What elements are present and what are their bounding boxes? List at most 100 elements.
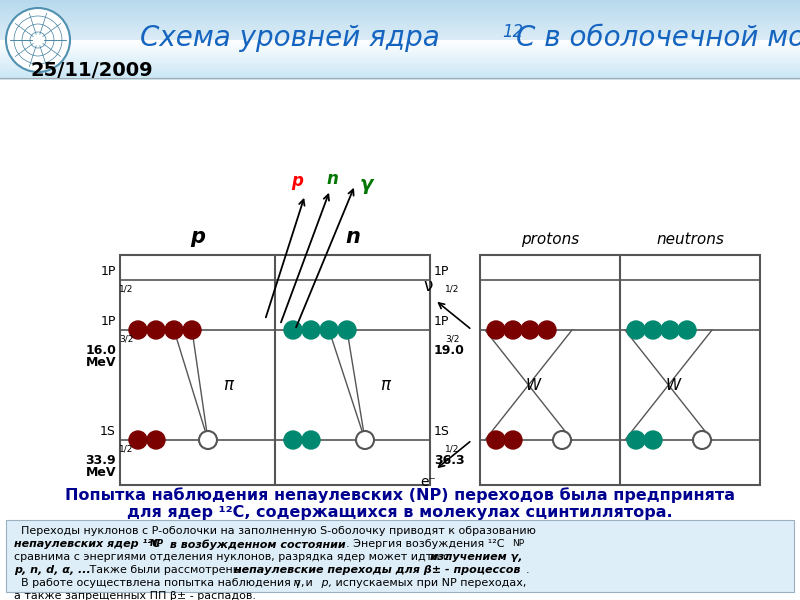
- Bar: [0, 47, 800, 48]
- Text: NP: NP: [512, 539, 524, 548]
- Text: сравнима с энергиями отделения нуклонов, разрядка ядер может идти с: сравнима с энергиями отделения нуклонов,…: [14, 552, 453, 562]
- Circle shape: [165, 321, 183, 339]
- Bar: [0, 43, 800, 44]
- Circle shape: [553, 431, 571, 449]
- Bar: [0, 21, 800, 22]
- Bar: [0, 46, 800, 47]
- Text: W: W: [526, 377, 541, 392]
- Text: и: и: [302, 578, 313, 588]
- Text: 1/2: 1/2: [445, 284, 459, 293]
- Circle shape: [147, 321, 165, 339]
- Bar: [0, 55, 800, 56]
- Text: W: W: [666, 377, 681, 392]
- Circle shape: [356, 431, 374, 449]
- Bar: [0, 41, 800, 42]
- Text: 1P: 1P: [434, 315, 450, 328]
- Circle shape: [284, 431, 302, 449]
- Text: MeV: MeV: [86, 356, 116, 369]
- Bar: [0, 18, 800, 19]
- Bar: [0, 41, 800, 42]
- Circle shape: [504, 321, 522, 339]
- Bar: [0, 68, 800, 69]
- Bar: [0, 6, 800, 7]
- Bar: [0, 56, 800, 57]
- Bar: [120, 255, 430, 485]
- Bar: [0, 25, 800, 26]
- Text: Также были рассмотрены: Также были рассмотрены: [86, 565, 245, 575]
- Text: . Энергия возбуждения ¹²C: . Энергия возбуждения ¹²C: [346, 539, 505, 549]
- Bar: [0, 39, 800, 40]
- Bar: [0, 55, 800, 56]
- Text: 25/11/2009: 25/11/2009: [30, 61, 153, 79]
- Bar: [0, 60, 800, 61]
- Circle shape: [338, 321, 356, 339]
- Bar: [0, 73, 800, 74]
- Bar: [0, 49, 800, 50]
- Bar: [0, 44, 800, 45]
- Text: Переходы нуклонов с P-оболочки на заполненную S-оболочку приводят к образованию: Переходы нуклонов с P-оболочки на заполн…: [14, 526, 536, 536]
- Circle shape: [302, 431, 320, 449]
- Bar: [0, 76, 800, 77]
- Bar: [0, 67, 800, 68]
- Text: 1S: 1S: [100, 425, 116, 438]
- Text: 1/2: 1/2: [445, 444, 459, 453]
- Bar: [0, 61, 800, 62]
- Bar: [0, 62, 800, 63]
- Bar: [0, 8, 800, 9]
- Bar: [0, 27, 800, 28]
- Bar: [0, 19, 800, 20]
- Bar: [0, 75, 800, 76]
- Bar: [0, 40, 800, 41]
- Bar: [0, 62, 800, 63]
- Bar: [0, 80, 800, 600]
- Text: π: π: [223, 376, 233, 394]
- Bar: [0, 53, 800, 54]
- Bar: [0, 66, 800, 67]
- Bar: [0, 45, 800, 46]
- Bar: [0, 2, 800, 3]
- Text: 1P: 1P: [101, 315, 116, 328]
- Bar: [0, 65, 800, 66]
- Bar: [0, 31, 800, 32]
- Bar: [0, 79, 800, 80]
- Bar: [0, 69, 800, 70]
- Text: p,: p,: [318, 578, 332, 588]
- Bar: [0, 51, 800, 52]
- Bar: [0, 47, 800, 48]
- Bar: [0, 0, 800, 1]
- Circle shape: [487, 431, 505, 449]
- Text: MeV: MeV: [86, 466, 116, 479]
- Bar: [0, 45, 800, 46]
- Circle shape: [129, 431, 147, 449]
- Text: 33.9: 33.9: [86, 454, 116, 467]
- Bar: [0, 54, 800, 55]
- Text: 3/2: 3/2: [119, 334, 134, 343]
- Bar: [0, 20, 800, 21]
- Bar: [0, 37, 800, 38]
- Text: испускаемых при NP переходах,: испускаемых при NP переходах,: [332, 578, 526, 588]
- Text: n: n: [345, 227, 360, 247]
- Circle shape: [644, 321, 662, 339]
- Bar: [0, 13, 800, 14]
- Text: NP: NP: [150, 539, 164, 548]
- Bar: [0, 43, 800, 44]
- Bar: [0, 60, 800, 61]
- Text: 12: 12: [502, 23, 523, 41]
- Bar: [0, 63, 800, 64]
- Text: 1P: 1P: [101, 265, 116, 278]
- Bar: [0, 64, 800, 65]
- Bar: [0, 42, 800, 43]
- Bar: [0, 30, 800, 31]
- Bar: [0, 23, 800, 24]
- Bar: [0, 16, 800, 17]
- Text: Схема уровней ядра: Схема уровней ядра: [140, 24, 449, 52]
- Bar: [0, 57, 800, 58]
- Bar: [0, 69, 800, 70]
- Circle shape: [504, 431, 522, 449]
- Bar: [0, 59, 800, 60]
- Text: γ: γ: [360, 175, 374, 194]
- Bar: [6, 520, 794, 592]
- Text: непаулевских ядер ¹²C: непаулевских ядер ¹²C: [14, 539, 160, 549]
- Bar: [0, 34, 800, 35]
- Bar: [0, 74, 800, 75]
